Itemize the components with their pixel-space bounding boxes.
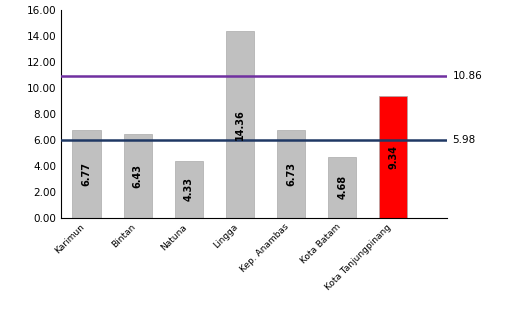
Text: 6.77: 6.77: [81, 162, 91, 186]
Text: 10.86: 10.86: [453, 71, 482, 81]
Bar: [328, 157, 356, 218]
Text: 9.34: 9.34: [388, 145, 398, 169]
Bar: [379, 96, 407, 218]
Bar: [73, 130, 101, 218]
Text: 4.33: 4.33: [184, 178, 194, 202]
Text: 14.36: 14.36: [235, 109, 245, 140]
Text: 6.73: 6.73: [286, 162, 296, 186]
Text: 6.43: 6.43: [133, 164, 143, 188]
Text: 5.98: 5.98: [453, 135, 476, 145]
Bar: [123, 134, 152, 218]
Bar: [277, 130, 305, 218]
Bar: [175, 161, 203, 218]
Bar: [226, 31, 254, 218]
Text: 4.68: 4.68: [337, 175, 347, 199]
Legend: Kabupaten/Kota, Provinsi Kepulauan Riau, Nasional: Kabupaten/Kota, Provinsi Kepulauan Riau,…: [70, 317, 376, 320]
